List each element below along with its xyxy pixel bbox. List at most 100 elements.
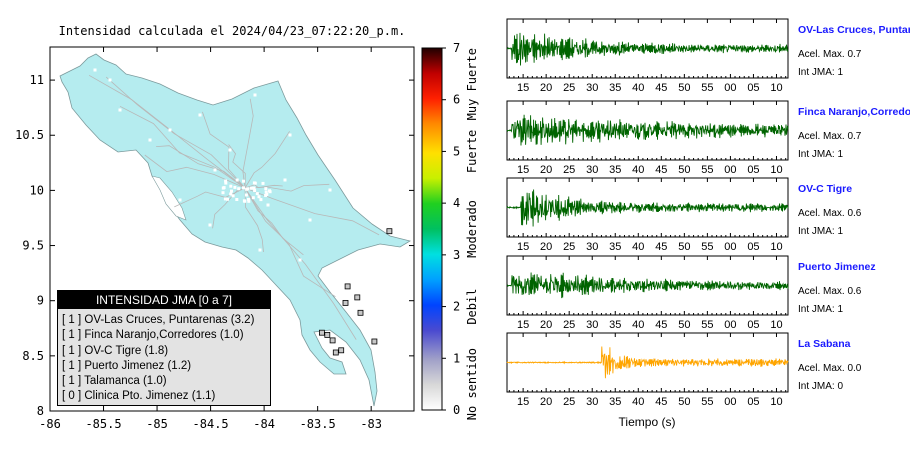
station-marker xyxy=(329,337,336,344)
road-line xyxy=(144,154,246,189)
town-marker xyxy=(245,187,249,191)
waveform-x-tick-label: 25 xyxy=(563,319,575,331)
waveform-x-tick-label: 10 xyxy=(770,319,782,331)
road-line xyxy=(88,74,246,189)
town-marker xyxy=(231,194,235,198)
station-int-jma: Int JMA: 1 xyxy=(798,67,843,78)
waveform-x-tick-label: 55 xyxy=(701,82,713,94)
town-marker xyxy=(244,193,248,197)
legend-item: [ 1 ] Finca Naranjo,Corredores (1.0) xyxy=(62,329,244,342)
waveform-x-tick-label: 10 xyxy=(770,396,782,408)
road-line xyxy=(119,105,246,189)
waveform-x-tick-label: 00 xyxy=(724,82,736,94)
station-markers xyxy=(318,228,393,356)
map-x-tick-label: -84 xyxy=(253,417,275,431)
station-marker xyxy=(318,329,325,336)
waveform-x-tick-label: 20 xyxy=(540,396,552,408)
waveform-trace xyxy=(507,32,789,66)
station-name: La Sabana xyxy=(798,338,851,350)
road-line xyxy=(242,98,254,189)
town-marker xyxy=(264,193,268,197)
station-marker xyxy=(324,331,331,338)
waveform-x-tick-label: 35 xyxy=(609,241,621,253)
town-marker xyxy=(237,187,241,191)
station-name: Puerto Jimenez xyxy=(798,261,876,273)
map-axis-ticks: -86 -85.5 -85 -84.5 -84 -83.5 -83 11 10.5 10 9.5 9 8… xyxy=(15,47,414,431)
map-x-tick-label: -86 xyxy=(39,417,61,431)
station-name: OV-Las Cruces, Puntarenas xyxy=(798,24,910,36)
legend-item: [ 1 ] OV-C Tigre (1.8) xyxy=(62,344,169,357)
intensity-colorbar: 0 1 2 3 4 5 6 7 No sentido Debil Moderado Fuerte Mu… xyxy=(421,41,479,420)
town-marker xyxy=(243,199,247,203)
station-acel-max: Acel. Max. 0.7 xyxy=(798,49,862,60)
town-marker xyxy=(148,138,152,142)
town-marker xyxy=(261,181,265,185)
town-marker xyxy=(258,248,262,252)
town-marker xyxy=(138,158,142,162)
station-int-jma: Int JMA: 1 xyxy=(798,304,843,315)
map-y-tick-label: 8 xyxy=(37,404,44,418)
waveform-x-tick-label: 50 xyxy=(678,241,690,253)
map-y-tick-label: 11 xyxy=(30,73,44,87)
town-marker xyxy=(208,223,212,227)
map-x-tick-label: -85.5 xyxy=(85,417,121,431)
waveform-x-tick-label: 05 xyxy=(747,396,759,408)
station-acel-max: Acel. Max. 0.6 xyxy=(798,286,862,297)
waveform-trace xyxy=(506,114,789,146)
waveform-x-tick-label: 30 xyxy=(586,164,598,176)
town-marker xyxy=(247,199,251,203)
waveform-panel: 15 20 25 30 35 40 45 50 55 00 05 10 OV-C Tigre Acel. … xyxy=(506,177,862,253)
waveform-trace xyxy=(506,272,789,299)
waveform-trace xyxy=(506,189,789,227)
waveform-x-tick-label: 20 xyxy=(540,319,552,331)
waveform-x-tick-label: 20 xyxy=(540,241,552,253)
waveform-panel: 15 20 25 30 35 40 45 50 55 00 05 10 Puerto Jimenez Ac… xyxy=(506,255,876,331)
waveform-x-tick-label: 25 xyxy=(563,164,575,176)
waveform-panel: 15 20 25 30 35 40 45 50 55 00 05 10 Finca Naranjo,Co… xyxy=(506,100,910,176)
map-x-tick-label: -85 xyxy=(146,417,168,431)
town-marker xyxy=(213,168,217,172)
station-marker xyxy=(371,338,378,345)
road-line xyxy=(228,144,246,189)
map-frame xyxy=(49,46,415,412)
road-network xyxy=(88,74,380,340)
town-markers xyxy=(93,68,332,262)
station-marker xyxy=(338,347,345,354)
town-marker xyxy=(168,128,172,132)
town-marker xyxy=(283,178,287,182)
waveform-x-tick-label: 45 xyxy=(655,241,667,253)
station-acel-max: Acel. Max. 0.0 xyxy=(798,363,862,374)
town-marker xyxy=(233,185,237,189)
colorbar-category-label: Moderado xyxy=(465,200,479,258)
waveform-x-tick-label: 15 xyxy=(517,319,529,331)
town-marker xyxy=(230,189,233,193)
station-name: OV-C Tigre xyxy=(798,183,852,195)
town-marker xyxy=(298,258,302,262)
waveform-x-tick-label: 40 xyxy=(632,164,644,176)
waveform-x-tick-label: 55 xyxy=(701,319,713,331)
town-marker xyxy=(308,218,312,222)
colorbar-category-label: Debil xyxy=(465,289,479,325)
waveform-x-tick-label: 15 xyxy=(517,164,529,176)
waveform-x-tick-label: 20 xyxy=(540,82,552,94)
waveform-x-tick-label: 15 xyxy=(517,241,529,253)
map-title: Intensidad calculada el 2024/04/23_07:22… xyxy=(59,24,406,38)
town-marker xyxy=(224,181,228,185)
town-marker xyxy=(118,108,122,112)
intensity-legend: INTENSIDAD JMA [0 a 7] [ 1 ] OV-Las Cruc… xyxy=(57,290,271,406)
station-marker xyxy=(344,283,351,290)
town-marker xyxy=(266,203,270,207)
waveform-x-tick-label: 35 xyxy=(609,82,621,94)
town-marker xyxy=(255,192,259,196)
waveform-x-tick-label: 35 xyxy=(609,396,621,408)
road-line xyxy=(202,111,246,189)
colorbar-category-label: Muy Fuerte xyxy=(465,48,479,120)
town-marker xyxy=(251,196,255,200)
legend-title: INTENSIDAD JMA [0 a 7] xyxy=(58,291,270,309)
waveform-x-tick-label: 10 xyxy=(770,82,782,94)
waveform-x-tick-label: 05 xyxy=(747,82,759,94)
colorbar-gradient xyxy=(421,47,443,411)
town-marker xyxy=(242,179,245,183)
waveform-x-tick-label: 30 xyxy=(586,396,598,408)
colorbar-tick-label: 1 xyxy=(453,351,460,365)
